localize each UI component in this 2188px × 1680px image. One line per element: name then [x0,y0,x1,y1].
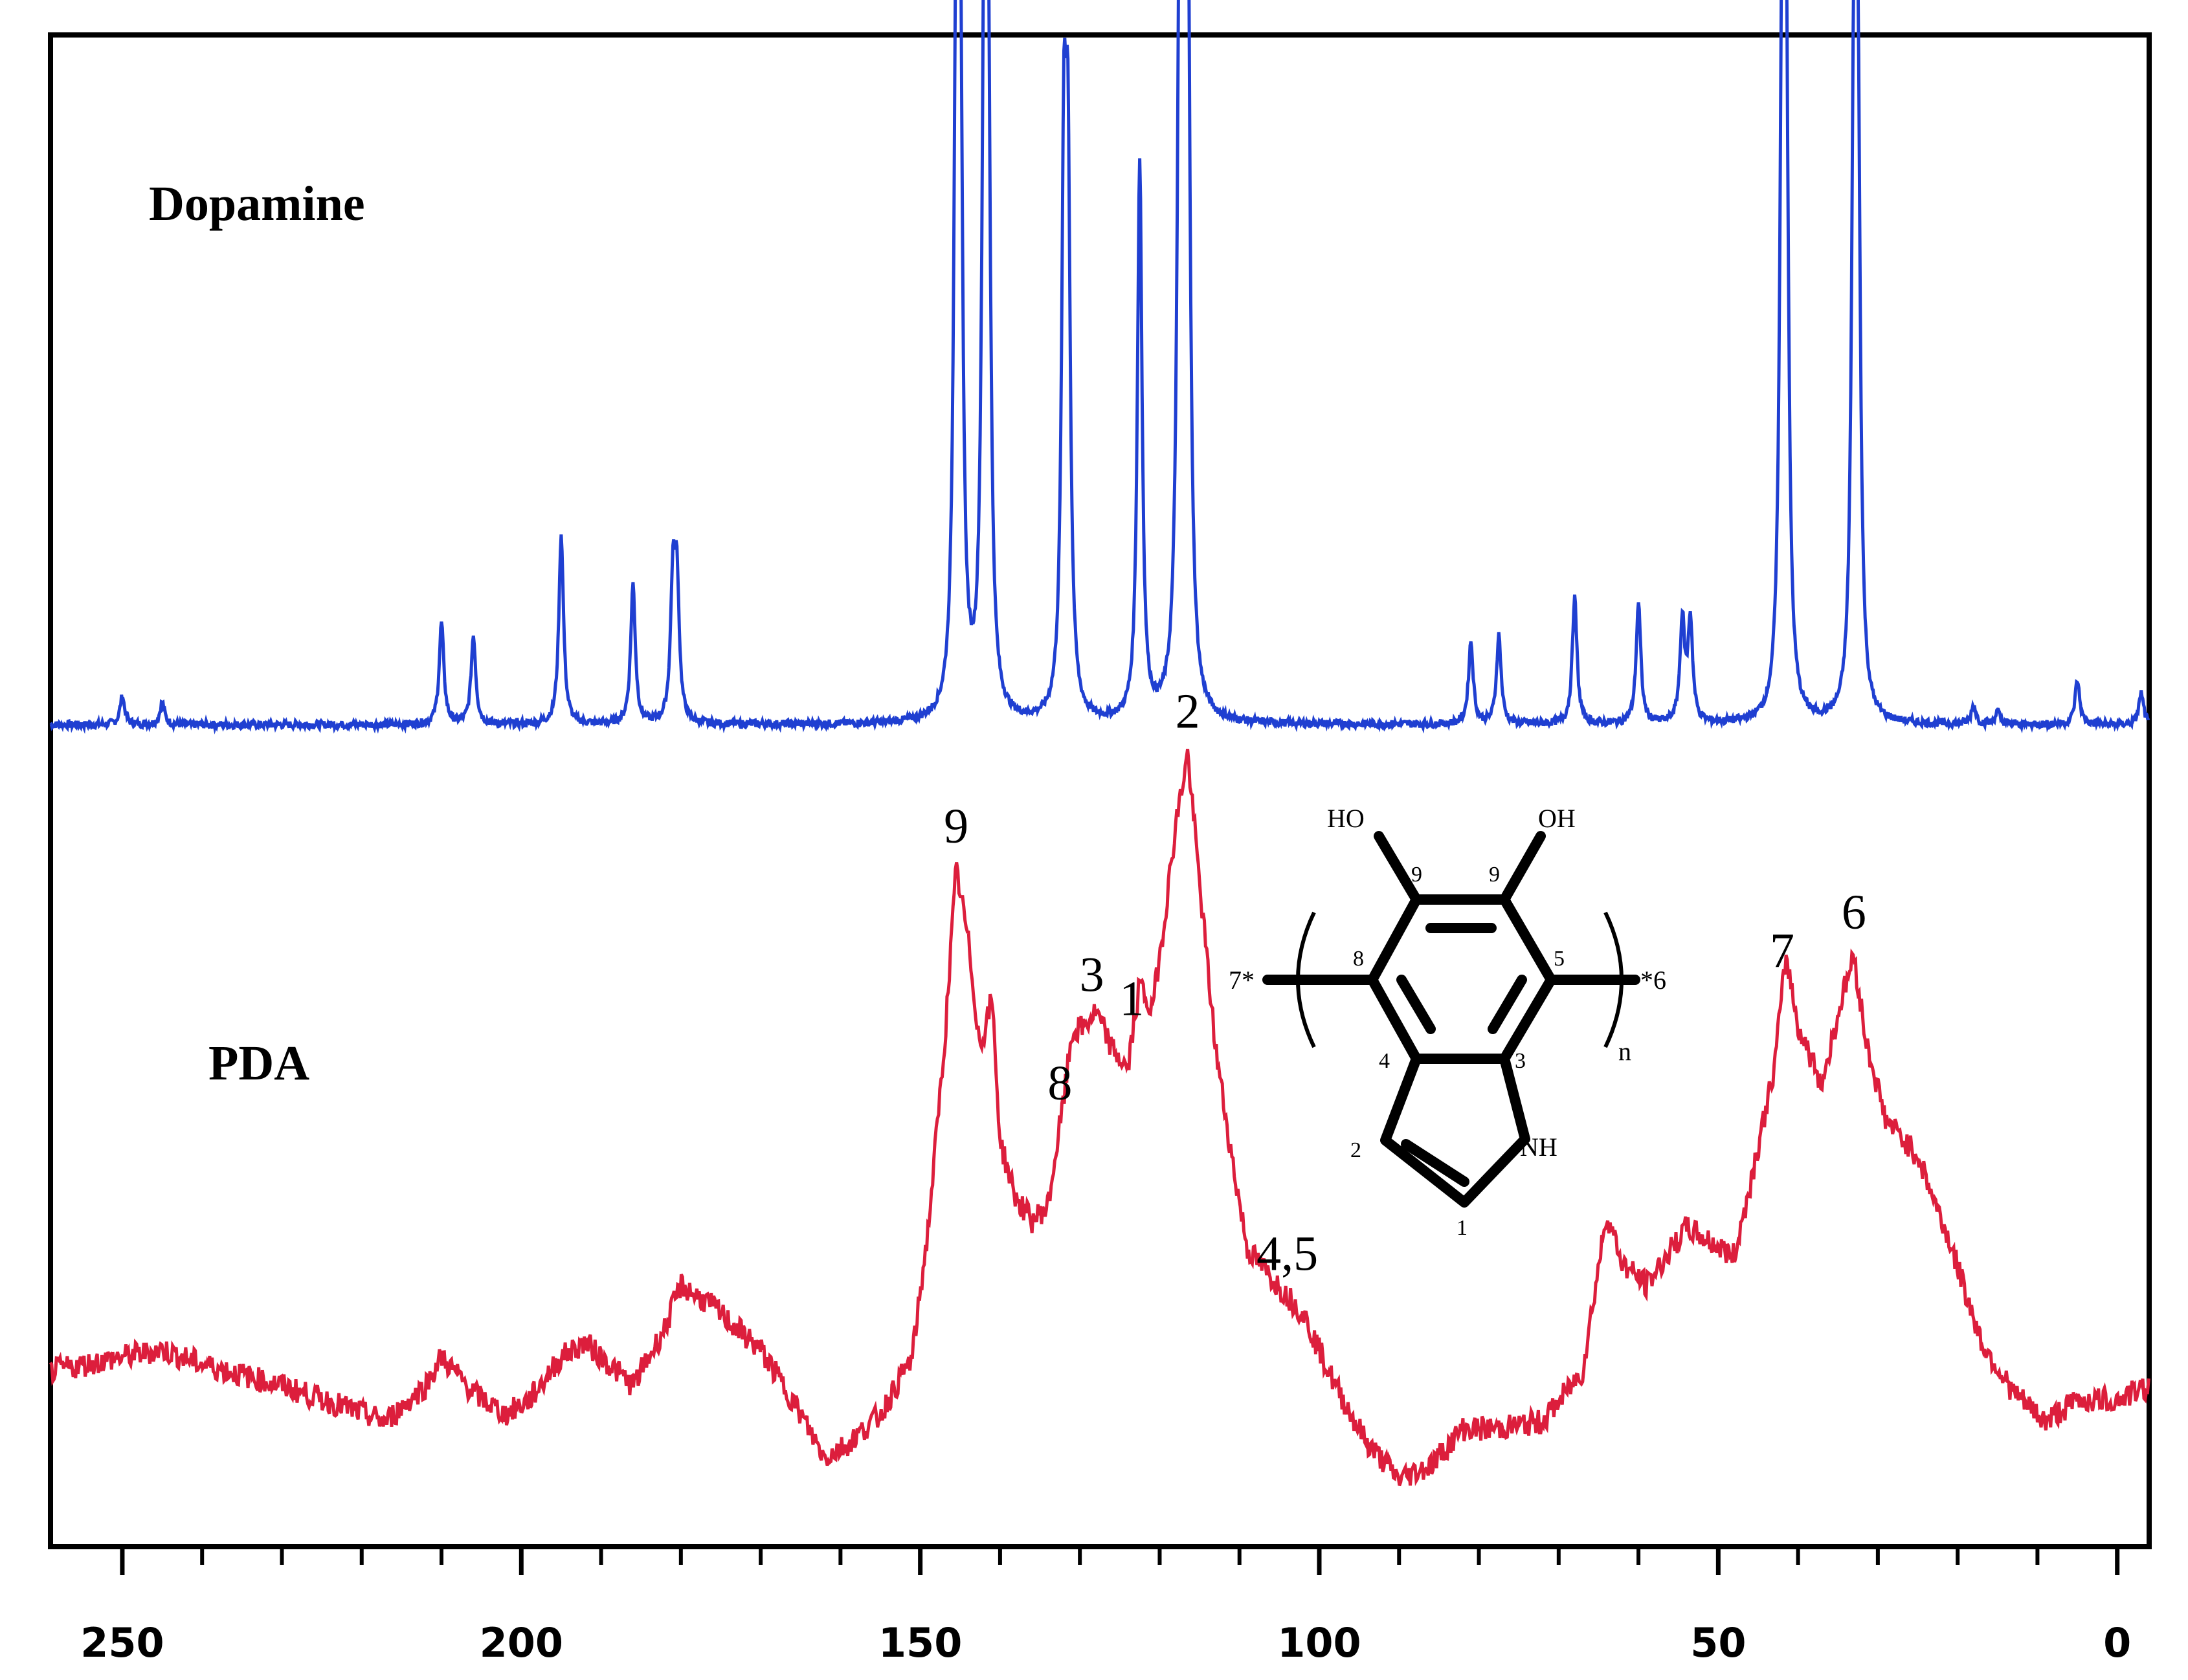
peak-label: 9 [944,799,968,854]
inner-bond-right [1488,975,1527,1034]
end-group-right-label: *6 [1640,966,1666,995]
x-tick-label: 150 [878,1619,962,1666]
end-group-left-label: 7* [1229,966,1255,995]
peak-label: 8 [1047,1056,1072,1111]
pyrrole-double-bond [1401,1139,1469,1187]
x-tick-label: 100 [1277,1619,1361,1666]
x-tick-label: 200 [480,1619,563,1666]
series-line-dopamine [49,0,2150,735]
polydopamine-structure: HO OH NH n 7* *6 9 9 8 5 4 3 2 1 [1229,804,1666,1240]
amine-label: NH [1520,1133,1557,1162]
peak-labels: 983 124,576 [944,684,1866,1281]
series-line-pda [49,748,2150,1487]
atom-number: 4 [1379,1049,1390,1073]
inner-bond-left [1396,975,1436,1034]
pyrrole-ring [1380,1054,1530,1208]
bond-oh-left [1374,831,1422,905]
series-label-pda: PDA [208,1036,309,1090]
x-tick-label: 50 [1690,1619,1746,1666]
bracket-right [1603,911,1624,1048]
peak-label: 4,5 [1256,1226,1318,1281]
x-tick-label: 250 [80,1619,164,1666]
peak-label: 7 [1770,923,1794,978]
atom-number: 2 [1350,1138,1361,1162]
x-tick-label: 0 [2103,1619,2131,1666]
peak-label: 3 [1080,947,1104,1002]
peak-label: 2 [1176,684,1200,738]
atom-number: 8 [1353,947,1364,971]
peak-label: 1 [1119,971,1144,1026]
plot-frame [48,32,2152,1549]
atom-number: 9 [1489,863,1500,887]
x-axis-ticks: 250 200 150 100 50 0 [80,1547,2131,1666]
bracket-left [1296,911,1316,1048]
peak-label: 6 [1842,885,1866,940]
bond-oh-right [1499,831,1546,905]
repeat-n-label: n [1618,1037,1631,1066]
hydroxyl-right-label: OH [1538,804,1576,833]
atom-number: 9 [1411,863,1422,887]
atom-number: 1 [1457,1216,1468,1240]
series-layer [49,0,2150,1487]
hydroxyl-left-label: HO [1327,804,1365,833]
atom-number: 3 [1515,1049,1526,1073]
atom-number: 5 [1554,947,1565,971]
series-label-dopamine: Dopamine [149,177,365,231]
